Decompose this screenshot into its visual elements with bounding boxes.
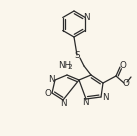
Text: N: N bbox=[102, 94, 108, 103]
Text: N: N bbox=[82, 98, 88, 107]
Text: S: S bbox=[74, 52, 80, 61]
Text: N: N bbox=[84, 13, 90, 21]
Text: NH: NH bbox=[58, 61, 72, 70]
Text: N: N bbox=[60, 98, 67, 107]
Text: 2: 2 bbox=[68, 64, 72, 70]
Text: O: O bbox=[122, 80, 129, 89]
Text: O: O bbox=[119, 61, 126, 70]
Text: N: N bbox=[48, 75, 55, 84]
Text: O: O bbox=[45, 89, 51, 98]
